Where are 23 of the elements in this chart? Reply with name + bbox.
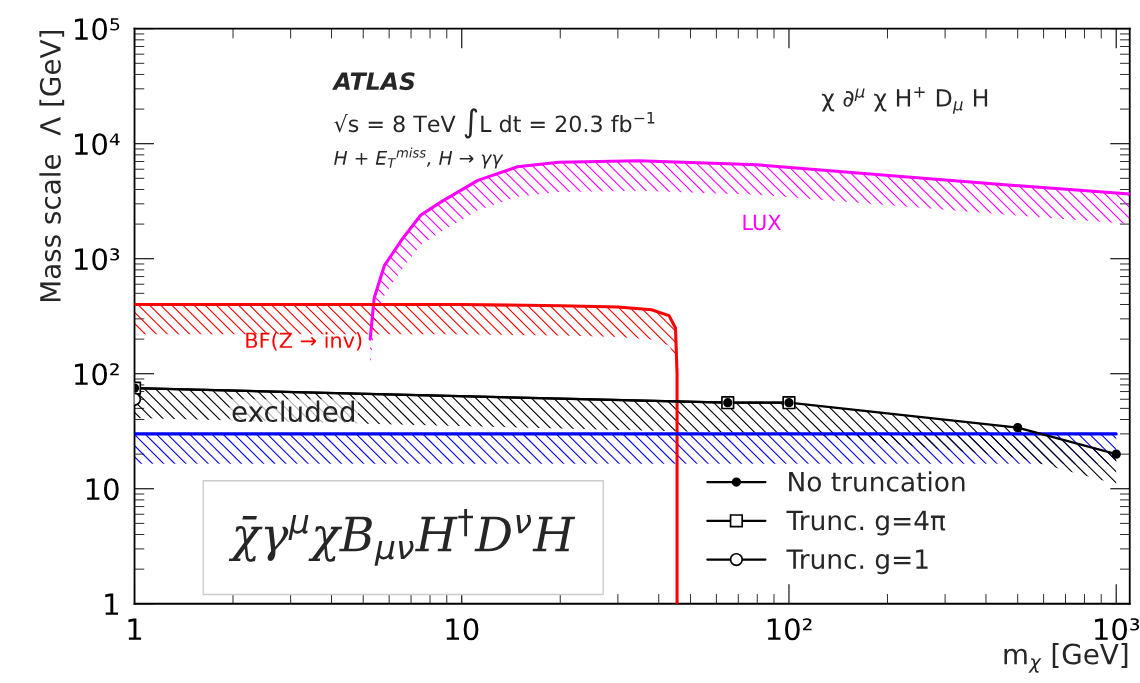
y-tick-label: 10⁵ bbox=[75, 18, 120, 41]
legend-label: Trunc. g=1 bbox=[786, 549, 928, 575]
y-tick-label: 10² bbox=[75, 363, 119, 386]
annotation: LUX bbox=[743, 214, 781, 231]
x-axis-title: m$_{χ}$ [GeV] bbox=[1004, 643, 1128, 673]
y-tick-label: 10 bbox=[86, 478, 119, 501]
legend-label: Trunc. g=4π bbox=[786, 510, 946, 536]
text: χ̄γ$^{μ}$χB$_{μν}$H$^{†}$D$^{ν}$H bbox=[228, 509, 576, 566]
legend-label: No truncation bbox=[789, 471, 965, 492]
annotation: √s = 8 TeV ∫L dt = 20.3 fb$^{−1}$ bbox=[334, 108, 655, 139]
y-tick-label: 10⁴ bbox=[75, 133, 120, 156]
y-axis-title: Mass scale Λ [GeV] bbox=[39, 31, 65, 302]
annotation: H + E$_{T}$$^{miss}$, H → γγ bbox=[334, 147, 504, 169]
annotation: ATLAS bbox=[332, 72, 415, 91]
x-tick-label: 1 bbox=[128, 618, 142, 640]
annotation: excluded bbox=[232, 400, 354, 423]
annotation: BF(Z → inv) bbox=[246, 332, 362, 351]
x-tick-label: 10 bbox=[446, 618, 479, 641]
annotation: χ ∂$^{μ}$ χ H$^{+}$ D$_{μ}$ H bbox=[821, 87, 988, 114]
x-tick-label: 10³ bbox=[1094, 618, 1140, 641]
x-tick-label: 10² bbox=[767, 618, 812, 641]
y-tick-label: 10³ bbox=[75, 248, 120, 271]
y-tick-label: 1 bbox=[105, 593, 118, 615]
